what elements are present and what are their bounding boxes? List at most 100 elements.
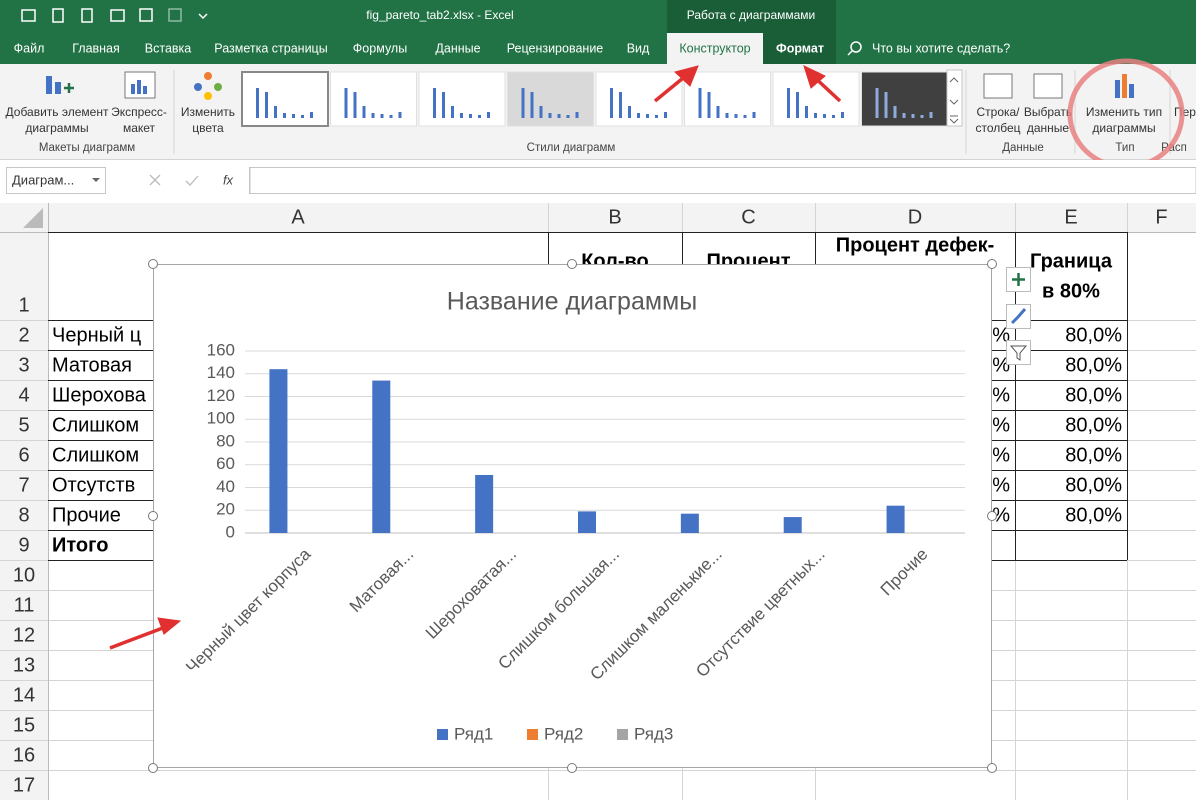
row-header: 9 [18,534,29,556]
selection-handle[interactable] [148,763,158,773]
selection-handle[interactable] [148,511,158,521]
styles-gallery: Макеты диаграмм Добавить элемент диаграммы… [6,71,1196,154]
cell-text: 80,0% [1065,474,1122,496]
selection-handle[interactable] [567,763,577,773]
group-label: Макеты диаграмм [39,142,135,154]
thumbnail-bar [274,106,277,118]
y-tick-label: 100 [207,409,235,428]
ribbon-tab[interactable]: Вставка [145,41,192,55]
bar [783,517,802,533]
thumbnail-bar [814,113,817,118]
legend-label: Ряд2 [544,724,583,743]
thumbnail-bar [628,106,631,118]
thumbnail-bar [256,88,259,118]
cell-text: 80,0% [1065,444,1122,466]
row-header: 17 [13,774,35,796]
ribbon-button-label[interactable]: макет [123,121,156,135]
cell-text: Шерохова [52,384,147,406]
ribbon-button-label[interactable]: цвета [192,121,224,135]
ribbon-button-label[interactable]: данные [1027,121,1070,135]
icon [137,80,141,94]
ribbon-button-label[interactable]: диаграммы [25,121,88,135]
cell-text: Прочие [52,504,121,526]
ribbon-tab[interactable]: Рецензирование [507,41,604,55]
thumbnail-bar [920,115,924,118]
ribbon-tab[interactable]: Разметка страницы [214,41,327,55]
chart-area[interactable] [153,264,992,768]
column-header: F [1155,206,1167,228]
title-texts: fig_pareto_tab2.xlsx - Excel Работа с диа… [14,8,1010,56]
cell-text: Итого [52,534,108,556]
selection-handle[interactable] [987,511,997,521]
icon [1115,80,1120,98]
y-tick-label: 140 [207,363,235,382]
icon-save[interactable] [139,8,153,22]
icon-folder[interactable] [110,9,125,22]
ribbon-tab[interactable]: Данные [435,41,480,55]
ribbon-button-label[interactable]: Пер [1174,105,1196,119]
formula-input[interactable] [249,167,1196,194]
thumbnail-bar [743,115,747,118]
title-bar [0,0,1196,64]
row-header: 15 [13,714,35,736]
thumbnail-bar [805,106,808,118]
select-all[interactable] [23,208,43,228]
selection-handle[interactable] [148,259,158,269]
cell-text: Граница [1030,250,1113,272]
chart-filter-button[interactable] [1006,340,1031,365]
cell-text: 80,0% [1065,504,1122,526]
row-header: 13 [13,654,35,676]
icon [46,76,52,94]
icon-new[interactable] [52,8,64,23]
ribbon-tab[interactable]: Формат [776,41,824,55]
cell-text: Слишком [52,414,139,436]
thumbnail-bar [929,112,933,118]
ribbon-button-label[interactable]: Выбрать [1024,105,1072,119]
cell-text: 80,0% [1065,414,1122,436]
cell-text: в 80% [1042,280,1100,302]
search-box[interactable]: Что вы хотите сделать? [872,41,1010,55]
column-header: A [291,206,305,228]
ribbon-tab[interactable]: Главная [72,41,120,55]
thumbnail-bar [716,106,720,118]
ribbon-tab[interactable]: Файл [14,41,45,55]
selection-handle[interactable] [987,259,997,269]
legend-swatch [527,729,538,740]
icon-customize[interactable] [198,13,208,20]
name-box[interactable] [6,167,106,194]
bar [680,513,699,533]
cell-text: % [992,384,1010,406]
thumbnail-bar [521,88,525,118]
cell-text: 80,0% [1065,384,1122,406]
ribbon-button-label[interactable]: Изменить [181,105,235,119]
icon [983,73,1013,99]
ribbon-button-label[interactable]: столбец [975,121,1020,135]
arrow-head [803,65,826,89]
thumbnail-bar [698,88,702,118]
column-header: D [908,206,922,228]
ribbon-button-label[interactable]: Добавить элемент [6,105,109,119]
thumbnail-bar [655,115,658,118]
legend-label: Ряд1 [454,724,493,743]
icon-paste[interactable] [168,8,182,22]
ribbon-button-label[interactable]: Изменить тип [1086,105,1162,119]
selection-handle[interactable] [567,259,577,269]
chart: Название диаграммы020406080100120140160Ч… [148,259,997,773]
thumbnail-bar [557,114,561,118]
gallery-scrollbar[interactable] [946,69,963,127]
ribbon-button-label[interactable]: Экспресс- [111,105,167,119]
icon [131,84,135,94]
selection-handle[interactable] [987,763,997,773]
ribbon-tab[interactable]: Формулы [353,41,407,55]
row-header: 1 [18,294,29,316]
thumbnail-bar [433,88,436,118]
y-tick-label: 0 [226,522,235,541]
ribbon-button-label[interactable]: Строка/ [976,105,1020,119]
ribbon-tab[interactable]: Конструктор [679,41,750,55]
icon-preview[interactable] [81,8,93,23]
icon [214,83,222,91]
ribbon-tab[interactable]: Вид [627,41,650,55]
icon-open[interactable] [21,9,36,22]
ribbon-button-label[interactable]: диаграммы [1092,121,1155,135]
